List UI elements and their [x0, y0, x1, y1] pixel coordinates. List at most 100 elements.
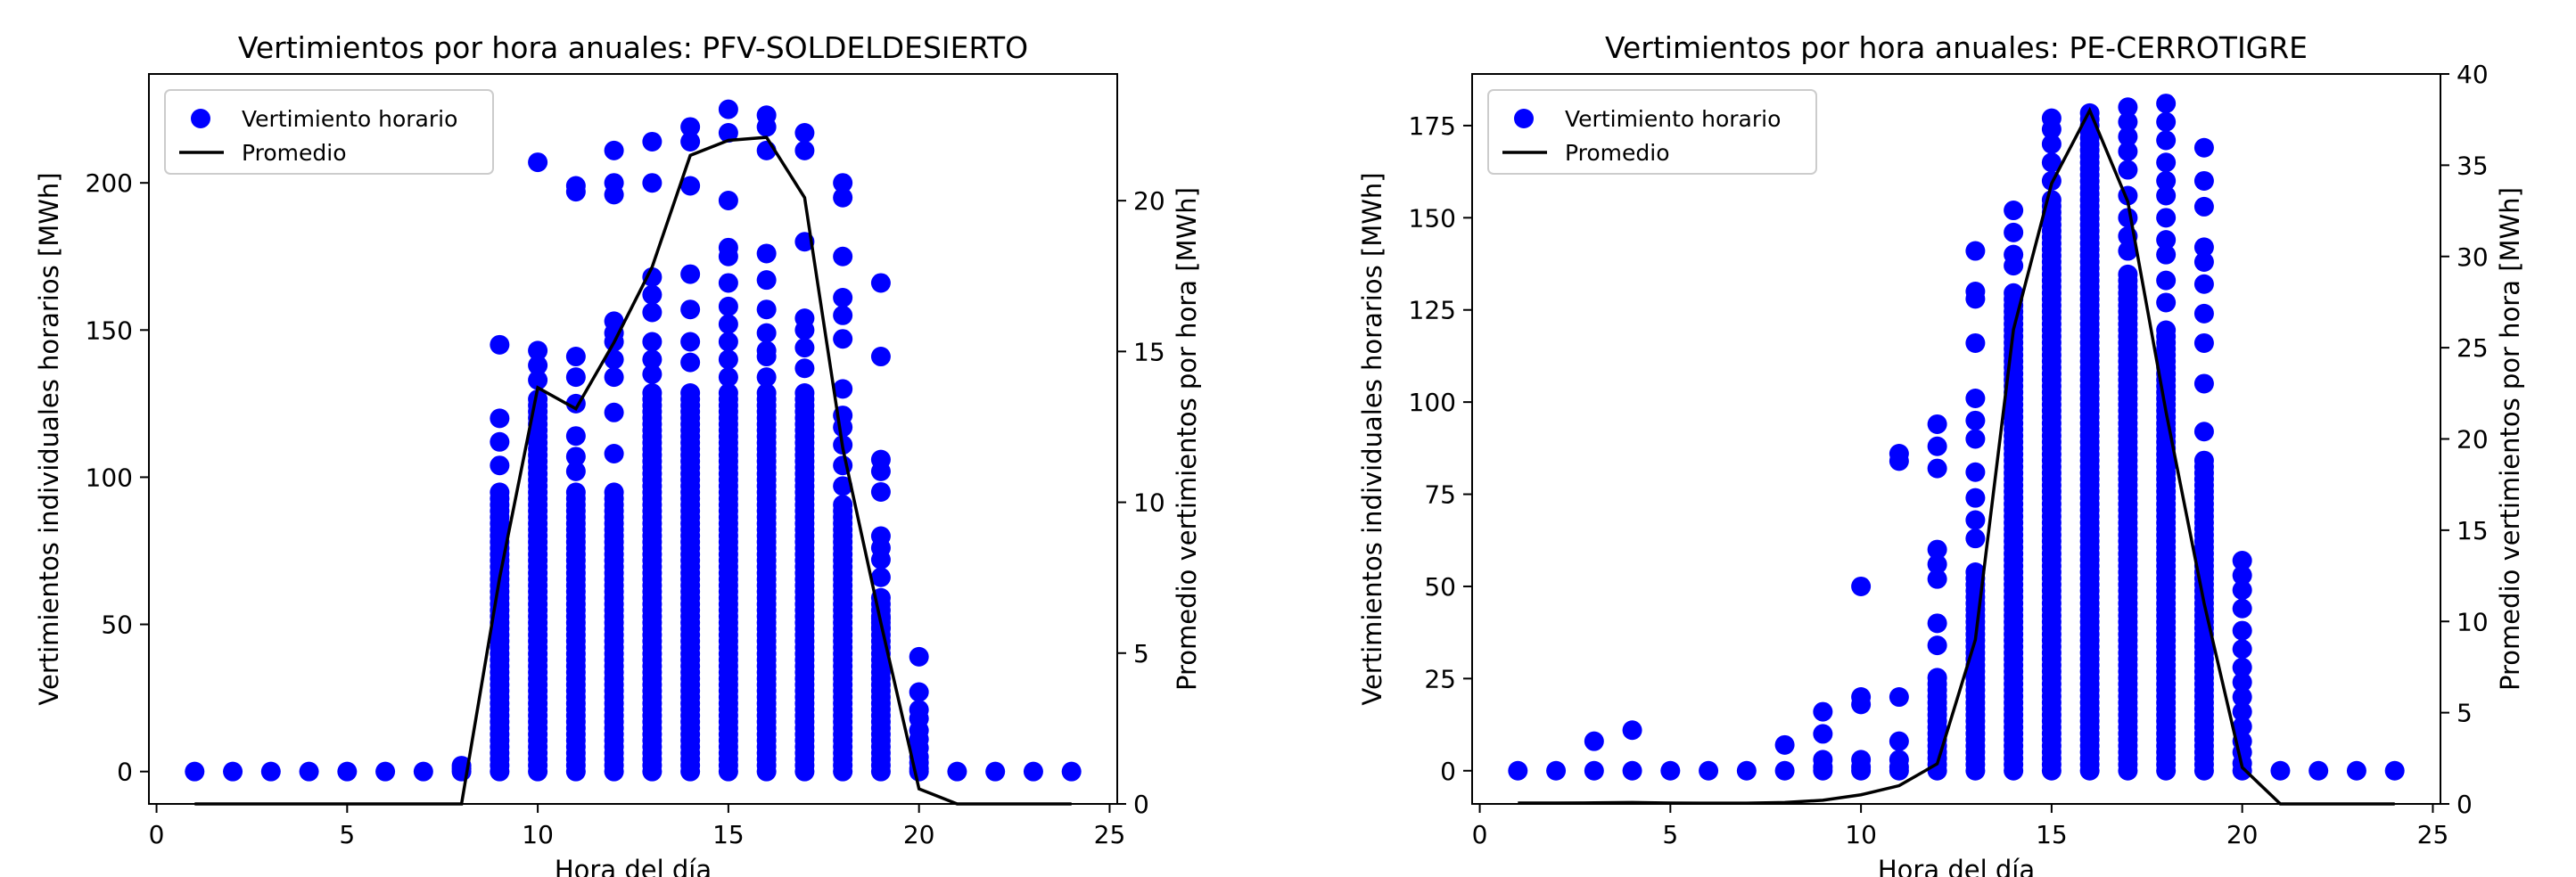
data-point — [985, 761, 1006, 782]
data-point — [2156, 230, 2177, 250]
data-point — [1889, 760, 1909, 781]
data-point — [833, 287, 853, 307]
data-point — [1774, 734, 1795, 755]
data-point — [2232, 551, 2252, 570]
data-point — [565, 347, 586, 367]
y-tick-label: 50 — [1424, 572, 1456, 602]
data-point — [2193, 303, 2214, 324]
data-point — [1889, 451, 1909, 471]
data-point — [413, 761, 433, 782]
data-point — [1813, 701, 1833, 722]
data-point — [604, 482, 624, 503]
data-point — [1965, 410, 1986, 430]
data-point — [1699, 760, 1719, 781]
data-point — [2232, 701, 2252, 722]
data-point — [375, 761, 396, 782]
plot-frame — [148, 73, 1118, 805]
data-point — [1965, 562, 1986, 583]
data-point — [565, 367, 586, 388]
data-point — [2156, 111, 2177, 132]
data-point — [1774, 760, 1795, 781]
data-point — [909, 646, 929, 667]
data-point — [680, 117, 701, 137]
data-point — [794, 140, 815, 160]
data-point — [1851, 694, 1872, 715]
data-point — [528, 340, 548, 361]
data-point — [2118, 241, 2138, 261]
data-point — [2156, 94, 2177, 114]
y2-tick-label: 5 — [2457, 699, 2473, 728]
data-point — [1927, 613, 1947, 634]
y2-tick-label: 20 — [1133, 186, 1165, 216]
data-point — [1927, 436, 1947, 456]
data-point — [680, 264, 701, 284]
data-point — [2041, 119, 2062, 140]
x-tick-label: 0 — [1472, 820, 1488, 849]
data-point — [2193, 196, 2214, 217]
y-tick-label: 100 — [86, 463, 133, 492]
data-point — [2232, 672, 2252, 693]
data-point — [2193, 137, 2214, 158]
data-point — [2193, 422, 2214, 442]
chart-title: Vertimientos por hora anuales: PE-CERROT… — [1605, 30, 2308, 65]
data-point — [718, 349, 738, 370]
data-point — [870, 549, 891, 570]
data-point — [1927, 554, 1947, 575]
data-point — [1813, 724, 1833, 744]
x-tick-label: 5 — [1662, 820, 1678, 849]
y2-tick-label: 30 — [2457, 242, 2489, 272]
data-point — [718, 123, 738, 143]
x-tick-label: 15 — [2036, 820, 2068, 849]
data-point — [528, 355, 548, 375]
data-point — [2232, 657, 2252, 677]
data-point — [870, 273, 891, 293]
legend-box — [1487, 89, 1817, 175]
data-point — [1546, 760, 1567, 781]
data-point — [642, 383, 663, 404]
y-tick-label: 100 — [1409, 388, 1456, 417]
data-point — [299, 761, 319, 782]
data-point — [1927, 668, 1947, 688]
data-point — [642, 266, 663, 287]
y-axis-label: Vertimientos individuales horarios [MWh] — [34, 172, 64, 705]
data-point — [2193, 170, 2214, 191]
data-point — [2118, 141, 2138, 161]
y2-tick-label: 10 — [2457, 607, 2489, 636]
data-point — [2193, 450, 2214, 471]
data-point — [1813, 760, 1833, 781]
x-tick-label: 25 — [2417, 820, 2449, 849]
data-point — [604, 349, 624, 370]
data-point — [2118, 208, 2138, 228]
x-axis-label: Hora del día — [1878, 855, 2035, 877]
x-tick-label: 10 — [522, 820, 554, 849]
data-point — [1061, 761, 1082, 782]
y-tick-label: 175 — [1409, 111, 1456, 141]
legend-label: Vertimiento horario — [1565, 106, 1781, 132]
y-tick-label: 0 — [117, 758, 133, 787]
data-point — [1889, 687, 1909, 708]
data-point — [185, 761, 205, 782]
data-point — [604, 444, 624, 464]
data-point — [490, 482, 510, 503]
data-point — [1851, 760, 1872, 781]
data-point — [2232, 687, 2252, 708]
data-point — [2156, 208, 2177, 228]
data-point — [870, 461, 891, 481]
legend: Vertimiento horario Promedio — [164, 89, 494, 175]
data-point — [490, 334, 510, 355]
data-point — [565, 447, 586, 467]
data-point — [794, 338, 815, 358]
data-point — [642, 284, 663, 305]
data-point — [1965, 462, 1986, 482]
legend-box — [164, 89, 494, 175]
chart-pfv-soldeldesierto: Vertimientos por hora anuales: PFV-SOLDE… — [34, 30, 1202, 877]
data-point — [756, 367, 777, 388]
data-point — [604, 184, 624, 205]
data-point — [1736, 760, 1757, 781]
data-point — [909, 682, 929, 702]
data-point — [2156, 170, 2177, 191]
y-tick-label: 0 — [1440, 757, 1456, 786]
data-point — [490, 431, 510, 452]
data-point — [718, 332, 738, 352]
